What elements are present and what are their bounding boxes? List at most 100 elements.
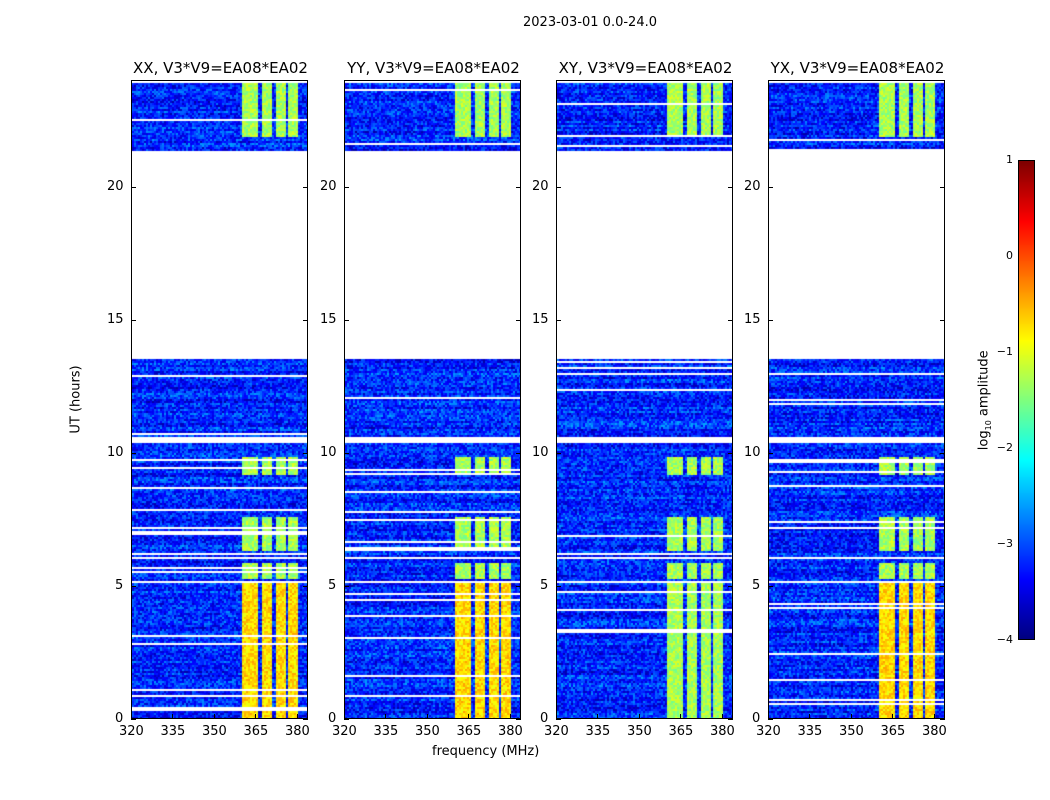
panel-title: XX, V3*V9=EA08*EA02 xyxy=(133,59,308,77)
colorbar-tick-label: −2 xyxy=(996,441,1013,454)
colorbar-tick-label: −3 xyxy=(996,537,1013,550)
x-tick-label: 335 xyxy=(373,724,399,739)
y-tick-label: 20 xyxy=(107,178,124,194)
x-tick xyxy=(468,714,470,719)
y-tick-label: 10 xyxy=(107,444,124,460)
x-tick xyxy=(892,714,894,719)
y-tick xyxy=(344,452,349,454)
heatmap-1 xyxy=(345,81,520,718)
y-tick xyxy=(768,319,773,321)
x-tick-label: 365 xyxy=(456,724,482,739)
y-tick xyxy=(728,452,733,454)
y-tick xyxy=(131,452,136,454)
y-tick xyxy=(303,319,308,321)
colorbar-tick-label: −1 xyxy=(996,345,1013,358)
colorbar xyxy=(1018,160,1035,640)
y-tick-label: 0 xyxy=(115,711,124,726)
panel-2: XY, V3*V9=EA08*EA02 xyxy=(556,59,733,719)
y-tick xyxy=(303,719,308,720)
y-tick-label: 20 xyxy=(744,178,761,194)
y-tick xyxy=(516,319,521,321)
y-tick-label: 0 xyxy=(328,711,337,726)
x-tick xyxy=(172,714,174,719)
x-tick xyxy=(768,714,769,719)
y-tick xyxy=(728,319,733,321)
y-tick xyxy=(728,186,733,188)
panel-title: YX, V3*V9=EA08*EA02 xyxy=(770,59,945,77)
y-tick xyxy=(556,585,561,587)
x-tick-label: 335 xyxy=(585,724,611,739)
y-tick-label: 0 xyxy=(540,711,549,726)
x-tick xyxy=(131,714,132,719)
y-tick-label: 10 xyxy=(532,444,549,460)
panel-title: YY, V3*V9=EA08*EA02 xyxy=(347,59,520,77)
x-tick-label: 320 xyxy=(119,724,144,739)
colorbar-tick-label: 0 xyxy=(1006,249,1013,262)
x-tick-label: 320 xyxy=(756,724,781,739)
heatmap-0 xyxy=(132,81,307,718)
y-tick-label: 20 xyxy=(532,178,549,194)
x-tick xyxy=(344,714,345,719)
y-tick xyxy=(303,186,308,188)
x-tick-label: 320 xyxy=(544,724,569,739)
y-tick-label: 15 xyxy=(107,311,124,327)
y-tick-label: 0 xyxy=(752,711,761,726)
y-tick-label: 15 xyxy=(532,311,549,327)
x-tick-label: 365 xyxy=(243,724,269,739)
x-tick xyxy=(213,714,215,719)
y-tick xyxy=(516,186,521,188)
y-tick xyxy=(516,719,521,720)
y-tick xyxy=(516,585,521,587)
x-tick xyxy=(638,714,640,719)
y-tick xyxy=(940,319,945,321)
x-tick-label: 380 xyxy=(284,724,310,739)
y-tick xyxy=(940,585,945,587)
y-tick xyxy=(768,186,773,188)
x-tick-label: 335 xyxy=(160,724,186,739)
x-tick-label: 380 xyxy=(921,724,947,739)
y-tick xyxy=(131,585,136,587)
y-tick xyxy=(303,585,308,587)
y-tick-label: 15 xyxy=(744,311,761,327)
x-tick xyxy=(680,714,682,719)
y-tick xyxy=(728,585,733,587)
y-axis-label: UT (hours) xyxy=(68,365,84,434)
y-tick-label: 5 xyxy=(540,577,549,593)
y-tick-label: 10 xyxy=(320,444,337,460)
y-tick xyxy=(344,585,349,587)
x-tick-label: 365 xyxy=(880,724,906,739)
x-tick-label: 380 xyxy=(497,724,523,739)
heatmap-3 xyxy=(769,81,944,718)
y-tick-label: 5 xyxy=(115,577,124,593)
x-tick xyxy=(296,714,298,719)
panel-title: XY, V3*V9=EA08*EA02 xyxy=(558,59,733,77)
x-axis-label: frequency (MHz) xyxy=(432,744,540,759)
y-tick xyxy=(940,186,945,188)
panel-1: YY, V3*V9=EA08*EA02 xyxy=(344,59,521,719)
x-tick-label: 350 xyxy=(626,724,652,739)
x-tick xyxy=(255,714,257,719)
x-tick-label: 335 xyxy=(797,724,823,739)
y-tick xyxy=(344,186,349,188)
y-tick-label: 5 xyxy=(752,577,761,593)
x-tick-label: 365 xyxy=(668,724,694,739)
panel-3: YX, V3*V9=EA08*EA02 xyxy=(768,59,945,719)
x-tick xyxy=(597,714,599,719)
x-tick xyxy=(509,714,511,719)
y-tick xyxy=(344,319,349,321)
figure-title: 2023-03-01 0.0-24.0 xyxy=(523,15,657,30)
x-tick xyxy=(933,714,935,719)
x-tick xyxy=(809,714,811,719)
y-tick-label: 10 xyxy=(744,444,761,460)
x-tick-label: 350 xyxy=(838,724,864,739)
y-tick-label: 15 xyxy=(320,311,337,327)
heatmap-2 xyxy=(557,81,732,718)
x-tick-label: 320 xyxy=(332,724,357,739)
y-tick xyxy=(556,186,561,188)
y-tick xyxy=(940,452,945,454)
y-tick xyxy=(556,452,561,454)
x-tick-label: 350 xyxy=(414,724,440,739)
y-tick xyxy=(516,452,521,454)
y-tick xyxy=(728,719,733,720)
y-tick xyxy=(131,186,136,188)
